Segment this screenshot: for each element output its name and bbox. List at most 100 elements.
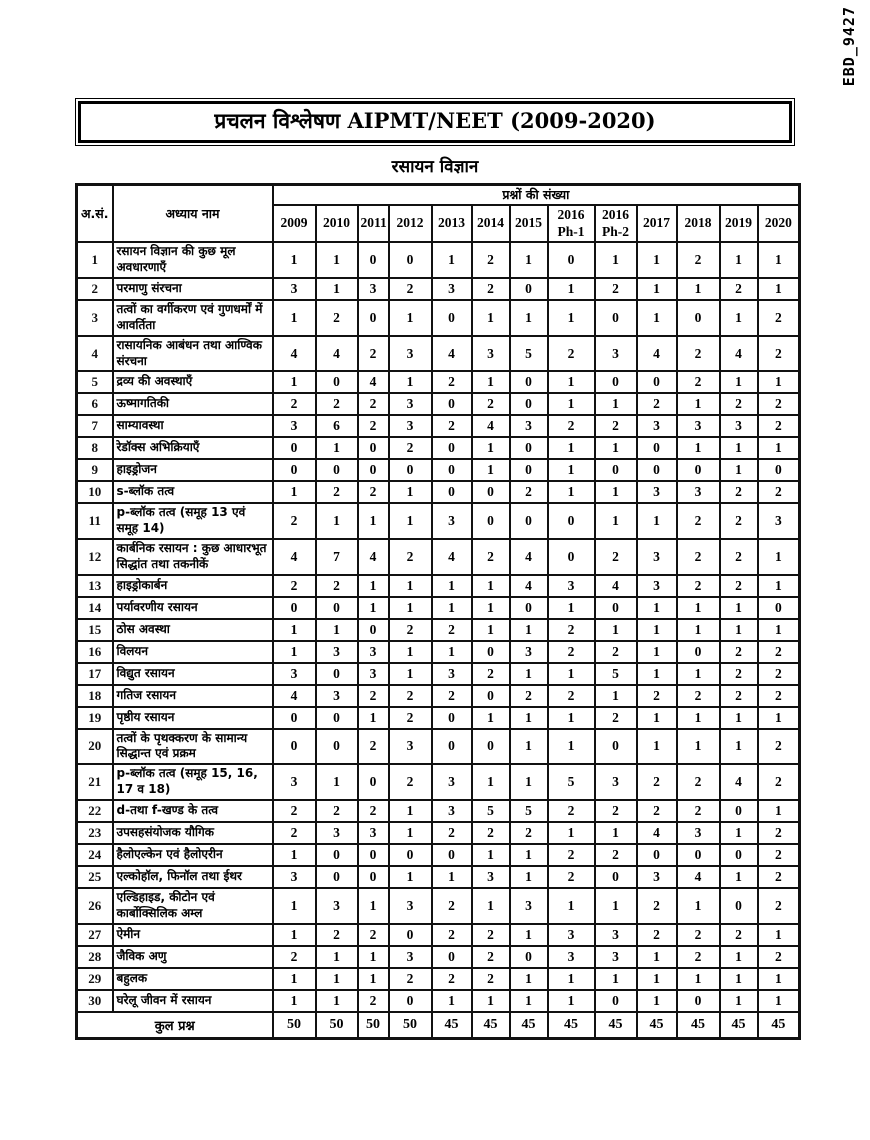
cell-question-count: 3 (387, 727, 433, 766)
col-header-year: 2010 (314, 203, 359, 244)
cell-question-count: 2 (271, 573, 317, 598)
cell-question-count: 1 (387, 502, 433, 540)
cell-question-count: 2 (387, 683, 433, 708)
cell-total-count: 45 (470, 1010, 511, 1040)
cell-question-count: 1 (430, 573, 473, 598)
total-row: कुल प्रश्न 50 50 50 50 45 45 45 45 45 45 45 45 45 (75, 1010, 801, 1040)
cell-question-count: 4 (470, 414, 511, 439)
table-row: 5 द्रव्य की अवस्थाएँ 1 0 4 1 2 1 0 1 0 0 2 1 1 (75, 370, 801, 395)
cell-question-count: 1 (356, 944, 390, 969)
cell-question-count: 2 (718, 480, 759, 505)
cell-question-count: 0 (635, 458, 678, 483)
cell-question-count: 2 (508, 820, 549, 845)
cell-question-count: 1 (718, 241, 759, 280)
table-row: 13 हाइड्रोकार्बन 2 2 1 1 1 1 4 3 4 3 2 2 1 (75, 573, 801, 598)
cell-question-count: 1 (314, 988, 359, 1013)
cell-question-count: 2 (593, 414, 638, 439)
cell-question-count: 3 (675, 480, 721, 505)
cell-question-count: 2 (593, 538, 638, 576)
cell-question-count: 1 (546, 392, 596, 417)
cell-question-count: 2 (675, 502, 721, 540)
cell-question-count: 1 (314, 241, 359, 280)
cell-question-count: 1 (593, 436, 638, 461)
cell-question-count: 2 (508, 480, 549, 505)
cell-question-count: 1 (271, 842, 317, 867)
cell-question-count: 1 (314, 502, 359, 540)
cell-question-count: 1 (718, 988, 759, 1013)
cell-question-count: 3 (356, 639, 390, 664)
cell-serial: 17 (75, 661, 114, 686)
cell-question-count: 2 (635, 922, 678, 947)
cell-question-count: 1 (271, 370, 317, 395)
cell-question-count: 2 (718, 502, 759, 540)
cell-question-count: 1 (387, 299, 433, 337)
cell-serial: 15 (75, 617, 114, 642)
cell-chapter-name: ठोस अवस्था (111, 617, 274, 642)
table-row: 22 d-तथा f-खण्ड के तत्व 2 2 2 1 3 5 5 2 2 2 2 0 1 (75, 798, 801, 823)
cell-question-count: 4 (314, 334, 359, 373)
cell-question-count: 0 (314, 370, 359, 395)
cell-serial: 21 (75, 763, 114, 801)
cell-question-count: 0 (271, 458, 317, 483)
cell-question-count: 1 (508, 727, 549, 766)
cell-serial: 20 (75, 727, 114, 766)
cell-question-count: 2 (756, 334, 801, 373)
cell-question-count: 3 (271, 864, 317, 889)
cell-question-count: 3 (387, 944, 433, 969)
cell-chapter-name: s-ब्लॉक तत्व (111, 480, 274, 505)
cell-question-count: 2 (718, 922, 759, 947)
cell-question-count: 1 (387, 370, 433, 395)
cell-question-count: 2 (387, 763, 433, 801)
cell-question-count: 2 (756, 886, 801, 925)
cell-question-count: 2 (718, 639, 759, 664)
cell-question-count: 1 (508, 705, 549, 730)
cell-question-count: 2 (546, 639, 596, 664)
cell-question-count: 1 (271, 988, 317, 1013)
cell-serial: 19 (75, 705, 114, 730)
cell-question-count: 2 (718, 392, 759, 417)
cell-question-count: 1 (387, 798, 433, 823)
table-row: 27 ऐमीन 1 2 2 0 2 2 1 3 3 2 2 2 1 (75, 922, 801, 947)
cell-question-count: 4 (271, 334, 317, 373)
cell-total-count: 45 (546, 1010, 596, 1040)
cell-question-count: 2 (635, 798, 678, 823)
cell-question-count: 2 (430, 886, 473, 925)
cell-question-count: 1 (675, 617, 721, 642)
col-header-serial: अ.सं. (75, 183, 114, 244)
cell-question-count: 0 (314, 661, 359, 686)
cell-question-count: 1 (508, 299, 549, 337)
cell-question-count: 2 (356, 798, 390, 823)
cell-question-count: 0 (430, 458, 473, 483)
cell-question-count: 2 (430, 820, 473, 845)
cell-question-count: 1 (314, 944, 359, 969)
cell-question-count: 1 (593, 502, 638, 540)
cell-question-count: 1 (430, 241, 473, 280)
cell-question-count: 1 (756, 573, 801, 598)
cell-question-count: 1 (675, 661, 721, 686)
cell-question-count: 1 (593, 241, 638, 280)
cell-question-count: 1 (718, 458, 759, 483)
cell-chapter-name: तत्वों के पृथक्करण के सामान्य सिद्धान्त … (111, 727, 274, 766)
table-row: 7 साम्यावस्था 3 6 2 3 2 4 3 2 2 3 3 3 2 (75, 414, 801, 439)
cell-question-count: 0 (271, 727, 317, 766)
cell-question-count: 2 (470, 241, 511, 280)
cell-question-count: 2 (470, 944, 511, 969)
col-header-year: 2009 (271, 203, 317, 244)
cell-question-count: 0 (356, 864, 390, 889)
cell-question-count: 2 (314, 299, 359, 337)
cell-question-count: 2 (271, 944, 317, 969)
cell-question-count: 2 (356, 414, 390, 439)
cell-question-count: 1 (635, 277, 678, 302)
cell-question-count: 4 (271, 538, 317, 576)
cell-question-count: 2 (430, 922, 473, 947)
cell-question-count: 1 (718, 617, 759, 642)
cell-question-count: 3 (508, 886, 549, 925)
cell-question-count: 0 (356, 458, 390, 483)
cell-question-count: 1 (271, 639, 317, 664)
cell-serial: 9 (75, 458, 114, 483)
cell-question-count: 1 (546, 966, 596, 991)
cell-question-count: 2 (470, 538, 511, 576)
cell-question-count: 2 (756, 842, 801, 867)
cell-question-count: 1 (756, 705, 801, 730)
